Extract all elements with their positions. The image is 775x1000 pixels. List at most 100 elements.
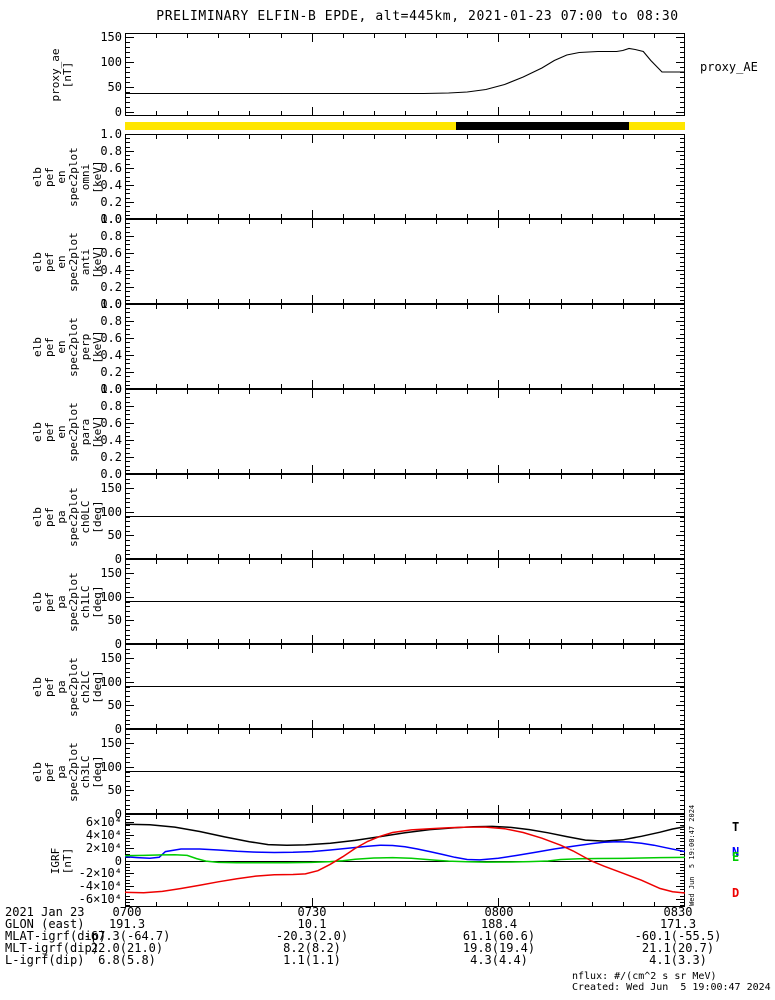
ytick-label: 50	[107, 528, 122, 543]
ytick-label: 0.6	[100, 161, 122, 175]
ytick-label: 150	[100, 481, 122, 496]
mlt-value: 22.0(21.0)	[90, 941, 164, 955]
ytick-label: 1.0	[100, 127, 122, 141]
legend-N: N	[732, 844, 740, 859]
ytick-label: 0.4	[100, 178, 122, 192]
ytick-label: 50	[107, 613, 122, 628]
mlat-row-label: MLAT-igrf(dip)	[5, 929, 107, 943]
ytick-label: 100	[100, 504, 122, 519]
ytick-label: 0.4	[100, 433, 122, 447]
ytick-label: 1.0	[100, 297, 122, 311]
ytick-label: 0.2	[100, 365, 122, 379]
legend-T: T	[732, 819, 740, 834]
glon-value: 10.1	[297, 917, 327, 931]
panel-proxy_ae	[125, 33, 685, 116]
ytick-label: 0	[114, 105, 122, 119]
series-N	[125, 840, 685, 861]
ytick-label: 150	[100, 566, 122, 581]
ytick-label: 0.2	[100, 280, 122, 294]
ytick-label: 0.6	[100, 246, 122, 260]
glon-row-label: GLON (east)	[5, 917, 85, 931]
ytick-label: 0.4	[100, 263, 122, 277]
ytick-label: 0.2	[100, 450, 122, 464]
ytick-label: 50	[107, 783, 122, 798]
mlat-value: -67.3(-64.7)	[83, 929, 171, 943]
glon-value: 188.4	[480, 917, 518, 931]
ytick-label: 0.0	[100, 212, 122, 226]
mlt-value: 19.8(19.4)	[462, 941, 536, 955]
time-tick-label: 0830	[663, 905, 693, 919]
ytick-label: -4×10⁴	[78, 878, 122, 893]
ytick-label: 150	[100, 30, 122, 44]
ytick-label: 6×10⁴	[85, 815, 122, 830]
ytick-label: 150	[100, 651, 122, 666]
ytick-label: 0.8	[100, 399, 122, 413]
ytick-label: 50	[107, 80, 122, 94]
ytick-label: 0.0	[100, 297, 122, 311]
ytick-label: 50	[107, 698, 122, 713]
legend-E: E	[732, 850, 740, 865]
glon-value: 191.3	[108, 917, 146, 931]
time-tick-label: 0730	[297, 905, 327, 919]
glon-value: 171.3	[659, 917, 697, 931]
series-proxy_AE	[125, 47, 685, 95]
ytick-label: 0.8	[100, 144, 122, 158]
created-timestamp: Created: Wed Jun 5 19:00:47 2024	[572, 982, 771, 993]
ytick-label: 0	[114, 807, 122, 821]
orbit-bar-segment	[125, 122, 457, 130]
panel-en_para	[125, 389, 685, 474]
panel-igrf	[125, 814, 685, 907]
mlt-value: 21.1(20.7)	[641, 941, 715, 955]
l-value: 4.3(4.4)	[470, 953, 528, 967]
ytick-label: 0.2	[100, 195, 122, 209]
ytick-label: 0.8	[100, 229, 122, 243]
ytick-label: 4×10⁴	[85, 828, 122, 843]
mlat-value: 61.1(60.6)	[462, 929, 536, 943]
ytick-label: 2×10⁴	[85, 840, 122, 855]
ytick-label: 0.0	[100, 382, 122, 396]
mlt-value: 8.2(8.2)	[283, 941, 341, 955]
ytick-label: 100	[100, 759, 122, 774]
l-value: 4.1(3.3)	[649, 953, 707, 967]
ytick-label: 1.0	[100, 382, 122, 396]
mlat-value: -20.3(2.0)	[275, 929, 349, 943]
ytick-label: 0	[114, 637, 122, 651]
ytick-label: 0.6	[100, 331, 122, 345]
orbit-segment-bar	[125, 122, 685, 130]
panel-en_anti	[125, 219, 685, 304]
time-tick-label: 0800	[484, 905, 514, 919]
l-row-label: L-igrf(dip)	[5, 953, 85, 967]
panel-pa_ch1lc	[125, 559, 685, 644]
ytick-label: 100	[100, 55, 122, 69]
series-D	[125, 826, 685, 894]
ytick-label: 0	[114, 853, 122, 868]
panel-pa_ch0lc	[125, 474, 685, 559]
nflux-units-note: nflux: #/(cm^2 s sr MeV)	[572, 971, 717, 982]
orbit-bar-segment	[629, 122, 685, 130]
ytick-label: 0	[114, 552, 122, 566]
l-value: 1.1(1.1)	[283, 953, 341, 967]
time-tick-label: 0700	[112, 905, 142, 919]
panel-pa_ch3lc	[125, 729, 685, 814]
creation-stamp-rotated: Wed Jun 5 19:00:47 2024	[688, 804, 696, 906]
ytick-label: 0.6	[100, 416, 122, 430]
ytick-label: -2×10⁴	[78, 866, 122, 881]
ytick-label: 0	[114, 722, 122, 736]
l-value: 6.8(5.8)	[98, 953, 156, 967]
panel-en_omni	[125, 134, 685, 219]
series-E	[125, 854, 685, 864]
panel-en_perp	[125, 304, 685, 389]
ytick-label: 150	[100, 736, 122, 751]
mlt-row-label: MLT-igrf(dip)	[5, 941, 99, 955]
panel-pa_ch2lc	[125, 644, 685, 729]
ytick-label: 0.4	[100, 348, 122, 362]
ytick-label: 100	[100, 589, 122, 604]
legend-D: D	[732, 885, 740, 900]
ytick-label: 0.0	[100, 467, 122, 481]
orbit-bar-segment	[456, 122, 629, 130]
ytick-label: 1.0	[100, 212, 122, 226]
date-row-label: 2021 Jan 23	[5, 905, 85, 919]
proxy-ae-right-label: proxy_AE	[700, 60, 758, 74]
ytick-label: 100	[100, 674, 122, 689]
